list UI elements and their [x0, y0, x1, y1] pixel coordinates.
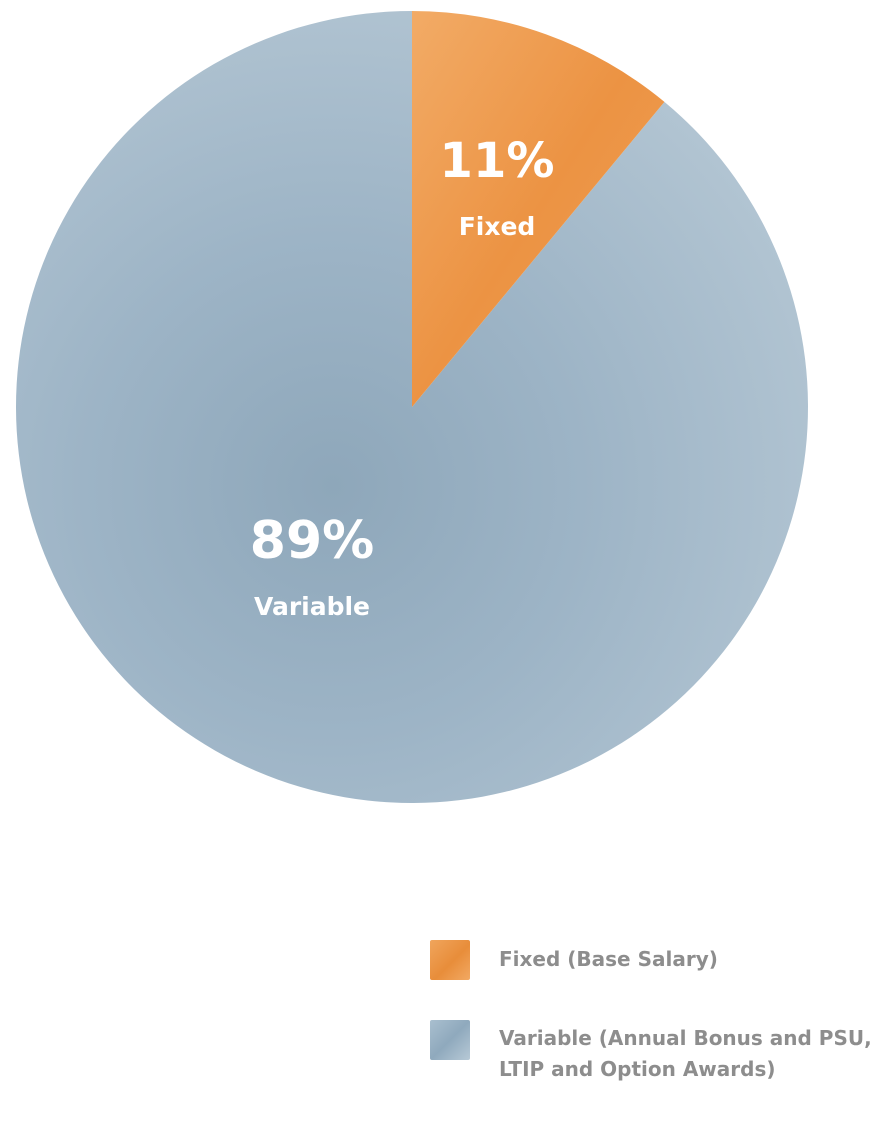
- pie-slice-variable: [15, 11, 809, 804]
- pie-chart: 11% Fixed 89% Variable: [15, 11, 809, 804]
- legend-item-variable: Variable (Annual Bonus and PSU, LTIP and…: [430, 1020, 880, 1085]
- legend-item-fixed: Fixed (Base Salary): [430, 940, 880, 980]
- slice-label-variable: Variable: [254, 592, 370, 621]
- slice-label-fixed: Fixed: [459, 212, 536, 241]
- legend-swatch-fixed: [430, 940, 470, 980]
- chart-legend: Fixed (Base Salary) Variable (Annual Bon…: [430, 940, 880, 1125]
- pie-slices: [15, 11, 809, 804]
- slice-pct-fixed: 11%: [440, 133, 555, 189]
- legend-label-fixed: Fixed (Base Salary): [499, 947, 718, 971]
- pie-slice-fixed: [412, 11, 665, 407]
- slice-pct-variable: 89%: [250, 511, 374, 571]
- legend-label-variable: Variable (Annual Bonus and PSU, LTIP and…: [499, 1026, 872, 1081]
- pie-slice-labels: 11% Fixed 89% Variable: [250, 133, 555, 621]
- legend-swatch-variable: [430, 1020, 470, 1060]
